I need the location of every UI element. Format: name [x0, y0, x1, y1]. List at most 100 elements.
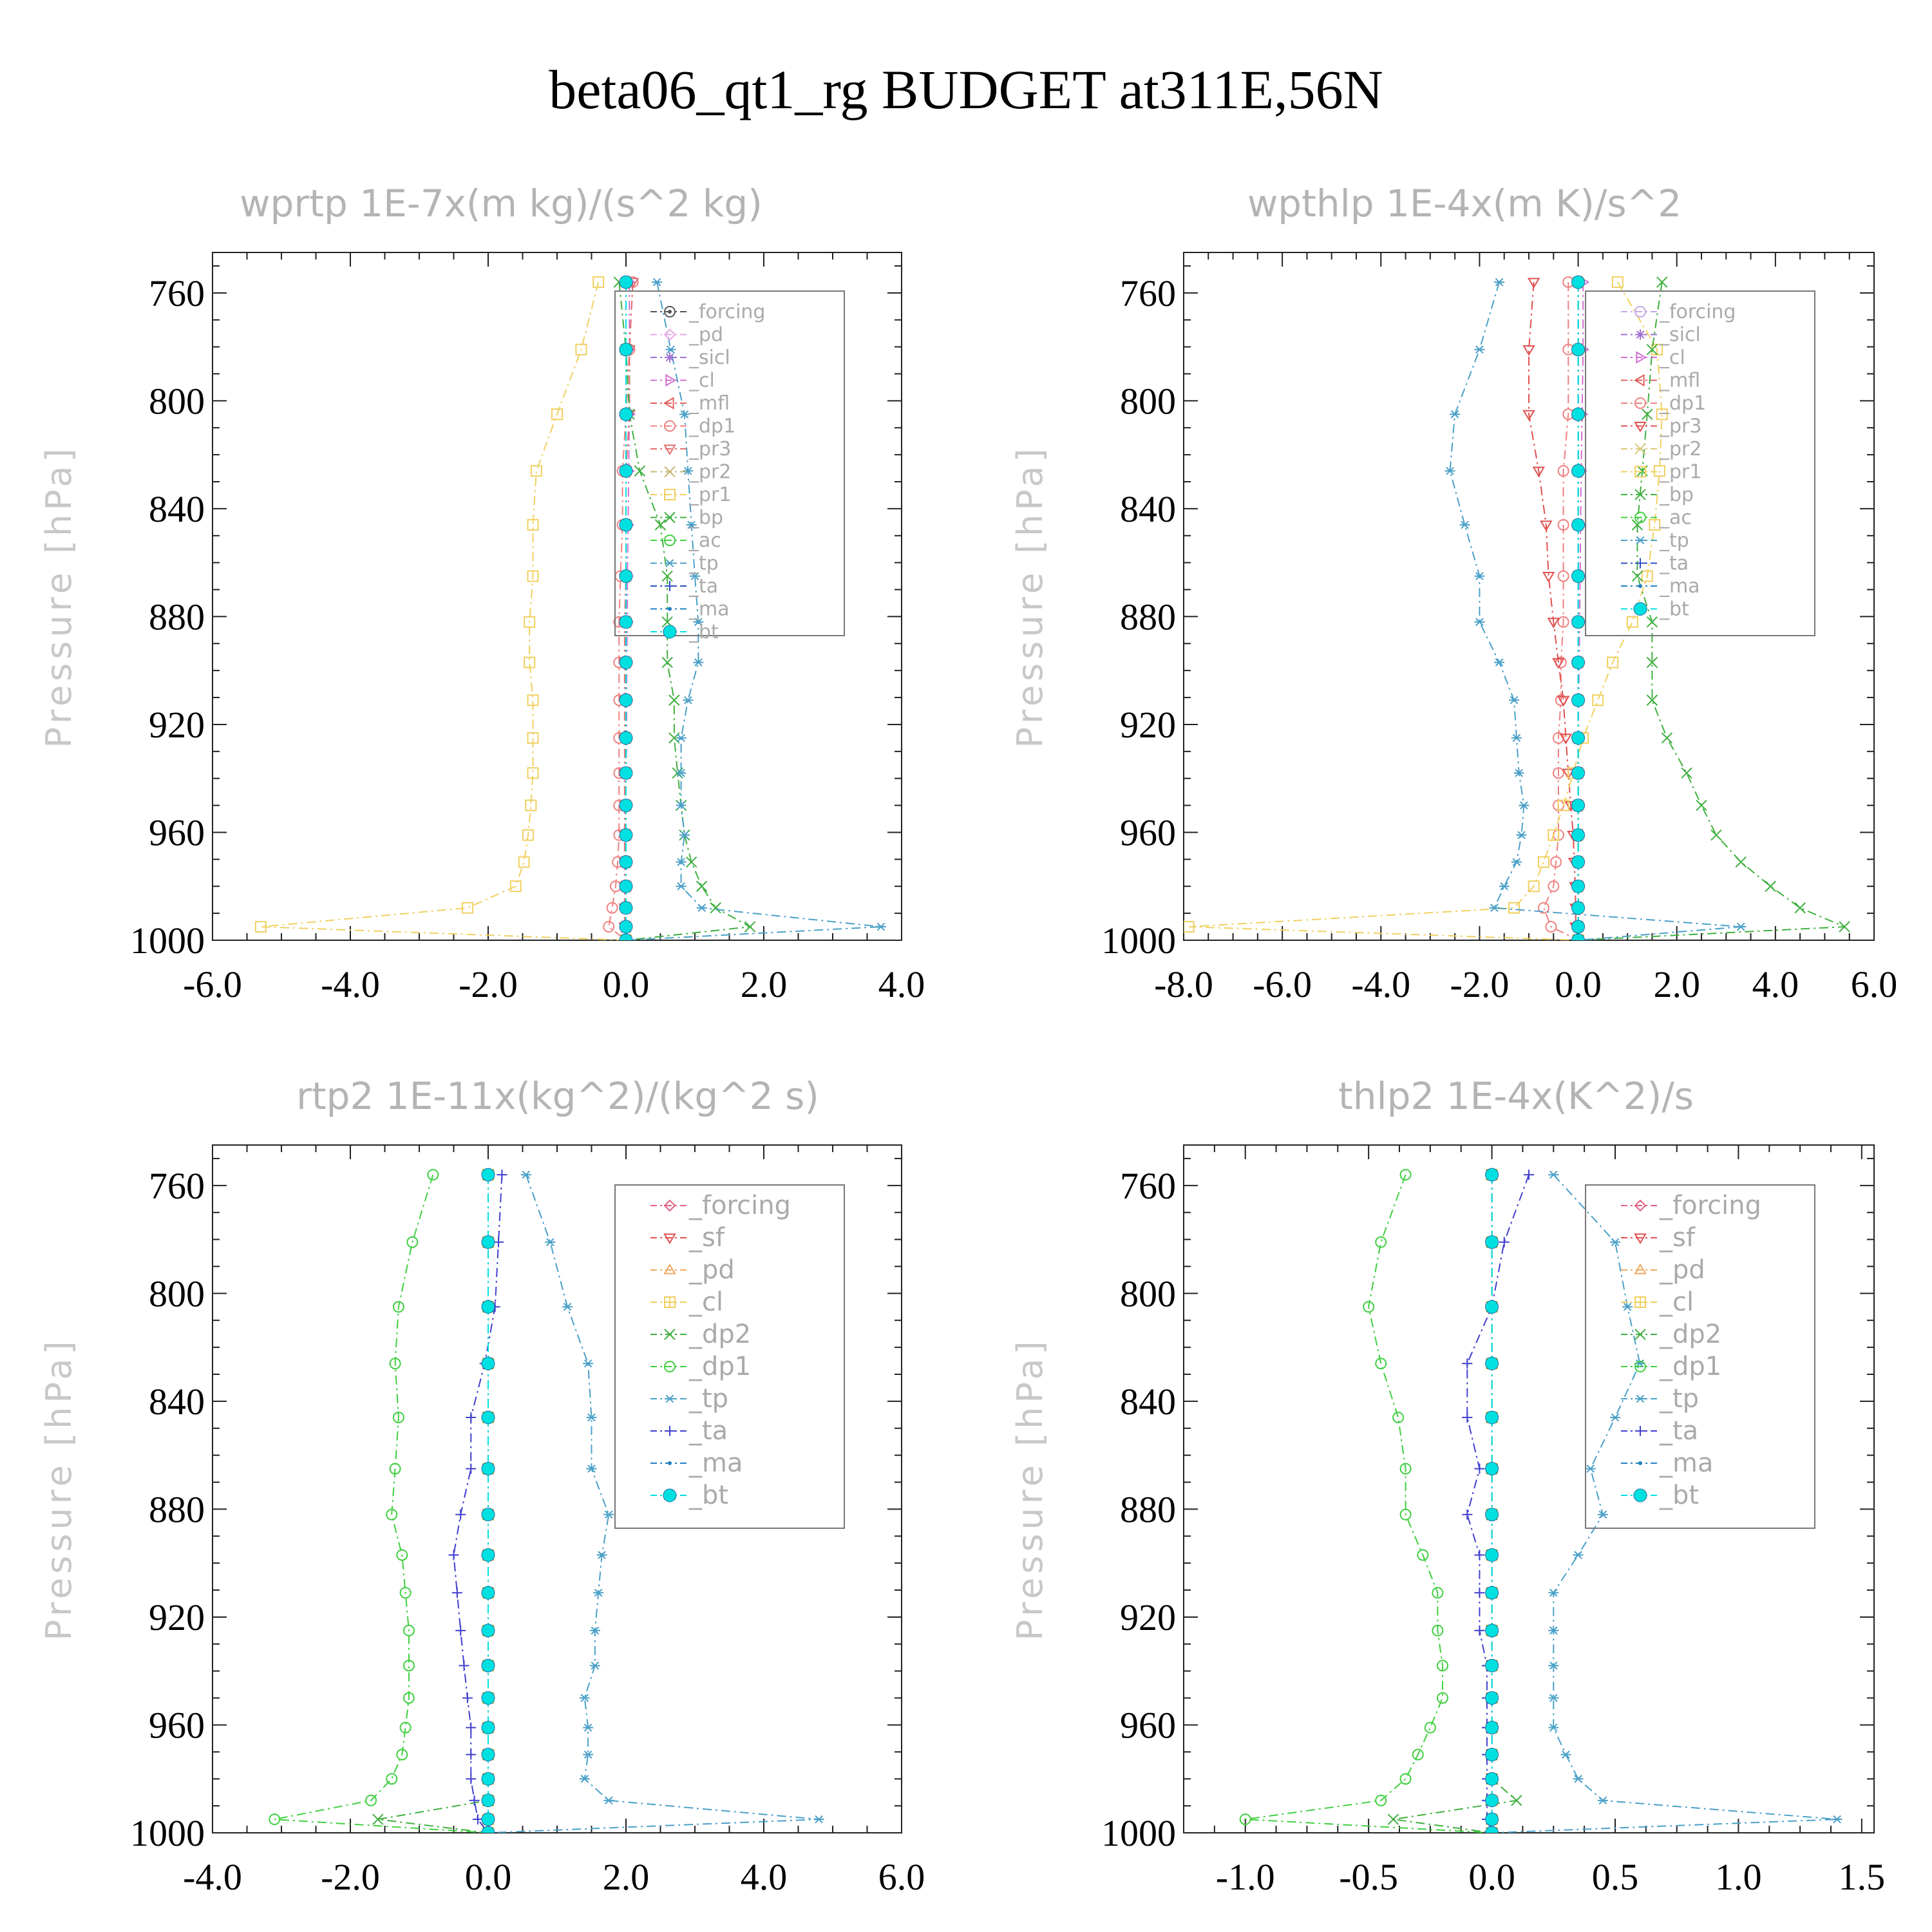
data-point: [583, 1723, 594, 1732]
x-tick-label: 2.0: [1653, 963, 1700, 1005]
data-point: [1571, 407, 1586, 421]
data-point: [1597, 1510, 1608, 1519]
data-point: [1557, 799, 1569, 811]
data-point: [459, 1660, 469, 1671]
legend-frame: [614, 1184, 845, 1529]
data-point: [1592, 694, 1604, 706]
data-point: [619, 901, 633, 915]
y-tick-label: 880: [149, 1488, 205, 1530]
x-tick-label: 6.0: [1851, 963, 1898, 1005]
data-point: [1485, 1748, 1499, 1762]
legend-entry: _forcing: [1621, 301, 1736, 323]
data-point: [1417, 1549, 1429, 1561]
data-point: [481, 1462, 495, 1476]
legend-entry: _forcing: [650, 1191, 791, 1220]
y-tick-label: 960: [149, 1704, 205, 1746]
data-point: [1610, 1413, 1620, 1422]
legend-marker: [1634, 511, 1646, 524]
data-point: [583, 1359, 594, 1368]
series-ta: [1462, 1170, 1534, 1833]
data-point: [1399, 1508, 1412, 1520]
data-point: [1571, 615, 1586, 629]
legend-label: _pr3: [688, 438, 731, 460]
data-point: [676, 801, 687, 810]
data-point: [1485, 1772, 1499, 1786]
data-point: [518, 856, 530, 868]
data-point: [683, 466, 694, 475]
legend-entry: _dp1: [1621, 392, 1706, 415]
legend-marker: [1634, 489, 1646, 500]
x-tick-label: 6.0: [878, 1856, 925, 1898]
data-point: [619, 879, 633, 893]
data-point: [676, 882, 687, 891]
legend-entry: _dp1: [650, 1352, 751, 1381]
data-point: [668, 694, 680, 706]
series-line: [618, 281, 752, 940]
data-point: [481, 1168, 495, 1182]
legend-label: _tp: [688, 1384, 728, 1414]
legend-marker: [1633, 602, 1647, 616]
data-point: [1485, 1794, 1499, 1808]
series-line: [623, 282, 634, 940]
series-dp1: [603, 276, 639, 940]
plot-data: [1239, 1168, 1842, 1833]
legend-frame: [1585, 290, 1815, 636]
legend-marker: [664, 1329, 676, 1340]
series-line: [625, 282, 630, 940]
legend-label: _ac: [688, 529, 721, 552]
legend-marker: [1634, 1329, 1646, 1340]
legend-marker: [663, 1233, 676, 1244]
x-tick-label: 0.0: [1555, 963, 1602, 1005]
series-line: [1542, 282, 1579, 940]
legend-marker: [664, 511, 676, 524]
data-point: [481, 1548, 495, 1562]
data-point: [619, 766, 633, 780]
data-point: [1522, 410, 1535, 421]
data-point: [1548, 1723, 1559, 1732]
data-point: [1524, 1170, 1534, 1180]
series-bp: [613, 276, 756, 940]
x-tick-label: -8.0: [1154, 963, 1213, 1005]
series-line: [608, 282, 634, 940]
data-point: [1646, 344, 1658, 355]
data-point: [372, 1814, 384, 1825]
x-tick-label: -4.0: [1351, 963, 1410, 1005]
legend-label: _sicl: [688, 346, 730, 369]
data-point: [744, 921, 756, 933]
data-point: [481, 1586, 495, 1600]
series-bt: [481, 1168, 495, 1833]
series-line: [1528, 281, 1579, 940]
series-bt: [1571, 275, 1586, 940]
legend-label: _bt: [688, 1481, 728, 1510]
legend-label: _sf: [1659, 1223, 1696, 1253]
legend-marker: [1633, 1488, 1647, 1502]
data-point: [525, 799, 537, 811]
y-tick-label: 920: [1120, 704, 1176, 746]
data-point: [1511, 734, 1522, 743]
data-point: [1585, 1464, 1596, 1473]
legend-marker: [663, 397, 674, 410]
data-point: [462, 1692, 473, 1703]
data-point: [551, 408, 563, 421]
legend-entry: _sicl: [1621, 324, 1701, 346]
data-point: [481, 1721, 495, 1735]
legend-entry: _pd: [650, 1255, 735, 1285]
legend-label: _ta: [688, 1416, 728, 1446]
data-point: [1462, 1358, 1473, 1369]
data-point: [402, 1624, 415, 1636]
data-point: [1656, 408, 1668, 421]
chart-panel-2: wpthlp 1E-4x(m K)/s^2 Pressure [hPa] 760 80…: [1010, 182, 1897, 1005]
data-point: [1485, 1691, 1499, 1705]
data-point: [583, 1750, 594, 1759]
data-point: [1557, 519, 1569, 531]
data-point: [1387, 1814, 1399, 1825]
legend-label: _forcing: [688, 1191, 791, 1220]
series-bt: [1485, 1168, 1499, 1833]
data-point: [1399, 1773, 1412, 1785]
data-point: [1573, 1551, 1584, 1559]
data-point: [1571, 731, 1586, 745]
data-point: [619, 828, 633, 842]
legend-marker: [663, 1264, 676, 1274]
data-point: [466, 1774, 477, 1785]
legend-label: _bp: [1659, 484, 1694, 506]
